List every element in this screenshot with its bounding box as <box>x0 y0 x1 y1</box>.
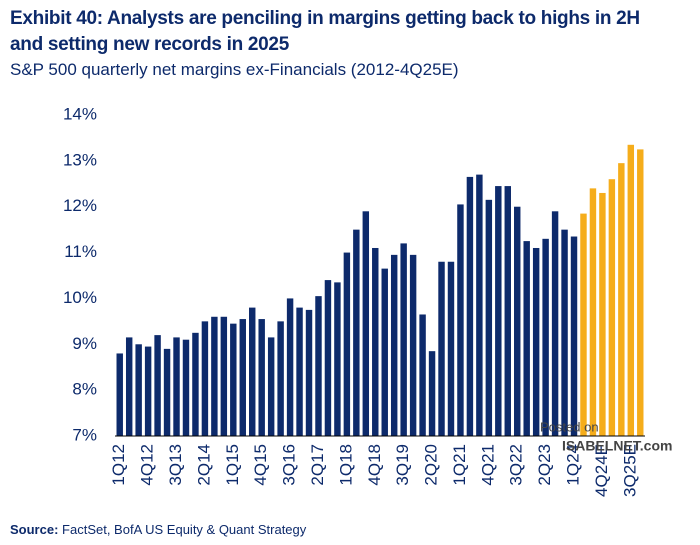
bar <box>580 213 587 436</box>
bar <box>296 307 303 436</box>
bar <box>390 254 398 436</box>
bar <box>230 323 237 436</box>
bar <box>589 188 597 436</box>
bar <box>324 280 332 436</box>
bar <box>570 236 578 436</box>
x-tick-label: 2Q17 <box>308 444 327 486</box>
x-tick-label: 3Q16 <box>280 444 299 486</box>
source-text: FactSet, BofA US Equity & Quant Strategy <box>62 522 307 537</box>
x-tick-label: 3Q25E <box>620 444 639 497</box>
source: Source: FactSet, BofA US Equity & Quant … <box>10 522 306 537</box>
y-tick-label: 14% <box>63 104 97 123</box>
bar <box>116 353 123 436</box>
bar <box>627 144 635 437</box>
bar <box>249 307 256 436</box>
bar <box>277 321 284 436</box>
bar <box>315 296 322 436</box>
bar <box>135 344 142 436</box>
bar <box>495 186 502 436</box>
bar <box>514 206 521 436</box>
bar <box>551 211 559 436</box>
bar <box>561 229 568 436</box>
bar <box>239 319 246 436</box>
bar <box>362 211 370 436</box>
bar <box>381 268 388 436</box>
x-tick-label: 3Q19 <box>393 444 412 486</box>
x-tick-label: 1Q18 <box>336 444 355 486</box>
bar <box>163 348 171 436</box>
y-tick-label: 12% <box>63 196 97 215</box>
bar <box>353 229 360 436</box>
x-tick-label: 1Q12 <box>109 444 128 486</box>
y-tick-label: 8% <box>72 380 97 399</box>
bar <box>608 179 616 436</box>
bar <box>532 247 540 436</box>
chart-title: Exhibit 40: Analysts are penciling in ma… <box>10 8 640 55</box>
y-tick-label: 9% <box>72 334 97 353</box>
bar <box>400 243 407 436</box>
y-tick-label: 7% <box>72 425 97 444</box>
bar <box>220 316 228 436</box>
x-tick-label: 2Q23 <box>535 444 554 486</box>
x-tick-label: 1Q24 <box>564 444 583 486</box>
bar <box>618 163 625 436</box>
x-tick-label: 4Q15 <box>251 444 270 486</box>
y-tick-label: 11% <box>64 242 97 261</box>
bar <box>637 149 644 436</box>
bar <box>267 337 275 436</box>
bar <box>504 186 511 436</box>
bar <box>523 241 530 436</box>
bar <box>542 238 549 436</box>
bar <box>334 282 341 436</box>
bar <box>428 351 436 436</box>
x-tick-label: 4Q12 <box>138 444 157 486</box>
bar <box>485 199 493 436</box>
chart-subtitle: S&P 500 quarterly net margins ex-Financi… <box>10 60 459 79</box>
source-label: Source: <box>10 522 59 537</box>
bar <box>173 337 180 436</box>
x-tick-label: 4Q24E <box>592 444 611 497</box>
x-tick-label: 1Q21 <box>450 444 469 486</box>
bar <box>182 339 190 436</box>
watermark: ISABELNET.com <box>562 438 672 454</box>
bar <box>447 261 455 436</box>
bar <box>343 252 351 436</box>
y-tick-label: 10% <box>63 288 97 307</box>
x-tick-label: 4Q18 <box>365 444 384 486</box>
bar <box>211 316 218 436</box>
x-tick-label: 3Q22 <box>507 444 526 486</box>
watermark: Posted on <box>540 419 599 434</box>
bar <box>192 332 199 436</box>
bar <box>409 254 417 436</box>
bar <box>305 309 313 436</box>
bar <box>419 314 426 436</box>
bar <box>599 192 606 436</box>
bar <box>438 261 445 436</box>
y-tick-label: 13% <box>63 150 97 169</box>
bar <box>154 335 161 436</box>
x-tick-label: 2Q20 <box>422 444 441 486</box>
bar <box>372 247 379 436</box>
bar <box>457 204 464 436</box>
bar <box>286 298 294 436</box>
bar <box>476 174 483 436</box>
bar <box>144 346 152 436</box>
bar <box>258 319 265 436</box>
x-tick-label: 3Q13 <box>166 444 185 486</box>
x-tick-label: 4Q21 <box>478 444 497 486</box>
bar <box>201 321 209 436</box>
x-tick-label: 1Q15 <box>223 444 242 486</box>
x-tick-label: 2Q14 <box>194 444 213 486</box>
bar <box>125 337 133 436</box>
bar <box>466 176 474 436</box>
